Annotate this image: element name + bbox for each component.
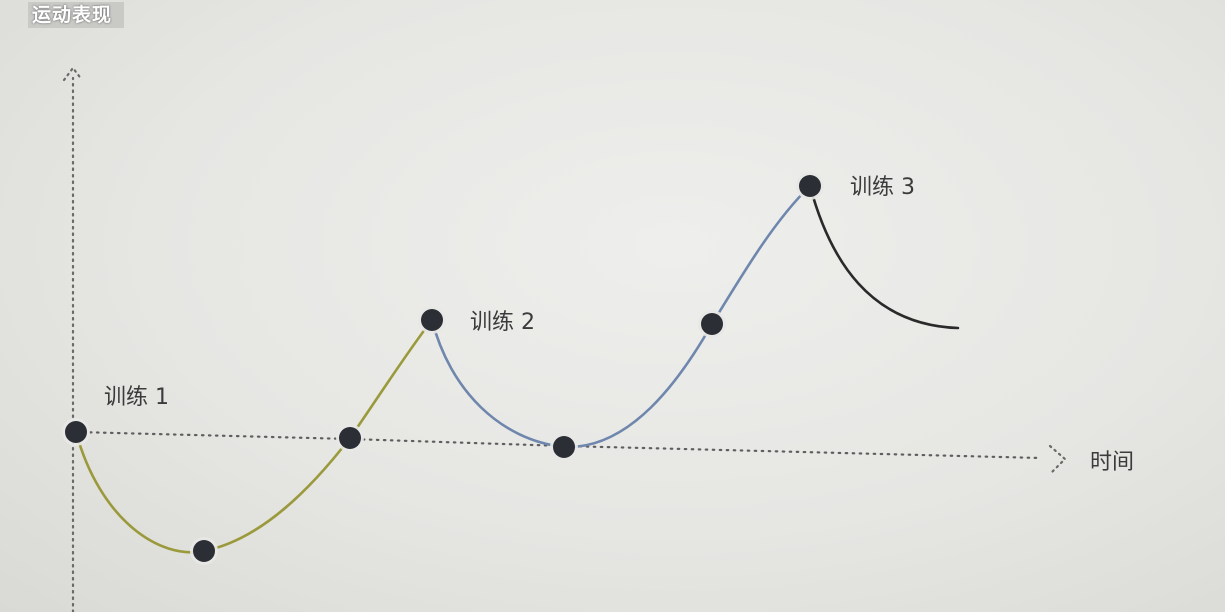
points [62,172,824,565]
y-axis-arrow-icon [62,66,84,82]
point-trough-1-core [193,540,215,562]
point-training-2-core [421,309,443,331]
curve-phase-1 [74,318,434,554]
point-training-1-core [65,421,87,443]
curve-phase-3 [808,184,960,330]
x-axis-arrow-icon [1048,444,1067,475]
point-recovery-1-core [339,427,361,449]
label-training-3: 训练 3 [850,175,915,200]
point-training-3-core [799,175,821,197]
point-trough-2-core [553,436,575,458]
x-axis-label: 时间 [1090,450,1134,475]
label-training-2: 训练 2 [470,310,535,335]
point-recovery-2-core [701,313,723,335]
caption-overlay: 运动表现 [28,2,125,28]
curve-phase-2 [430,184,812,449]
label-training-1: 训练 1 [104,385,169,410]
